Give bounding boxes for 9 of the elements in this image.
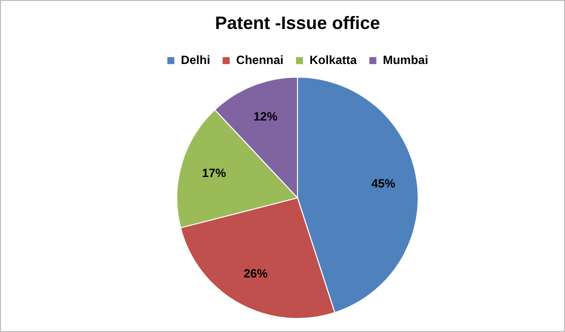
legend-label: Kolkatta [310,52,358,67]
data-label: 45% [371,176,396,191]
data-label: 12% [253,109,278,124]
legend-label: Mumbai [382,52,428,67]
chart-title: Patent -Issue office [214,12,380,33]
legend-label: Chennai [236,52,284,67]
data-label: 17% [202,166,226,180]
legend-label: Delhi [180,52,210,67]
data-label: 26% [244,266,268,280]
